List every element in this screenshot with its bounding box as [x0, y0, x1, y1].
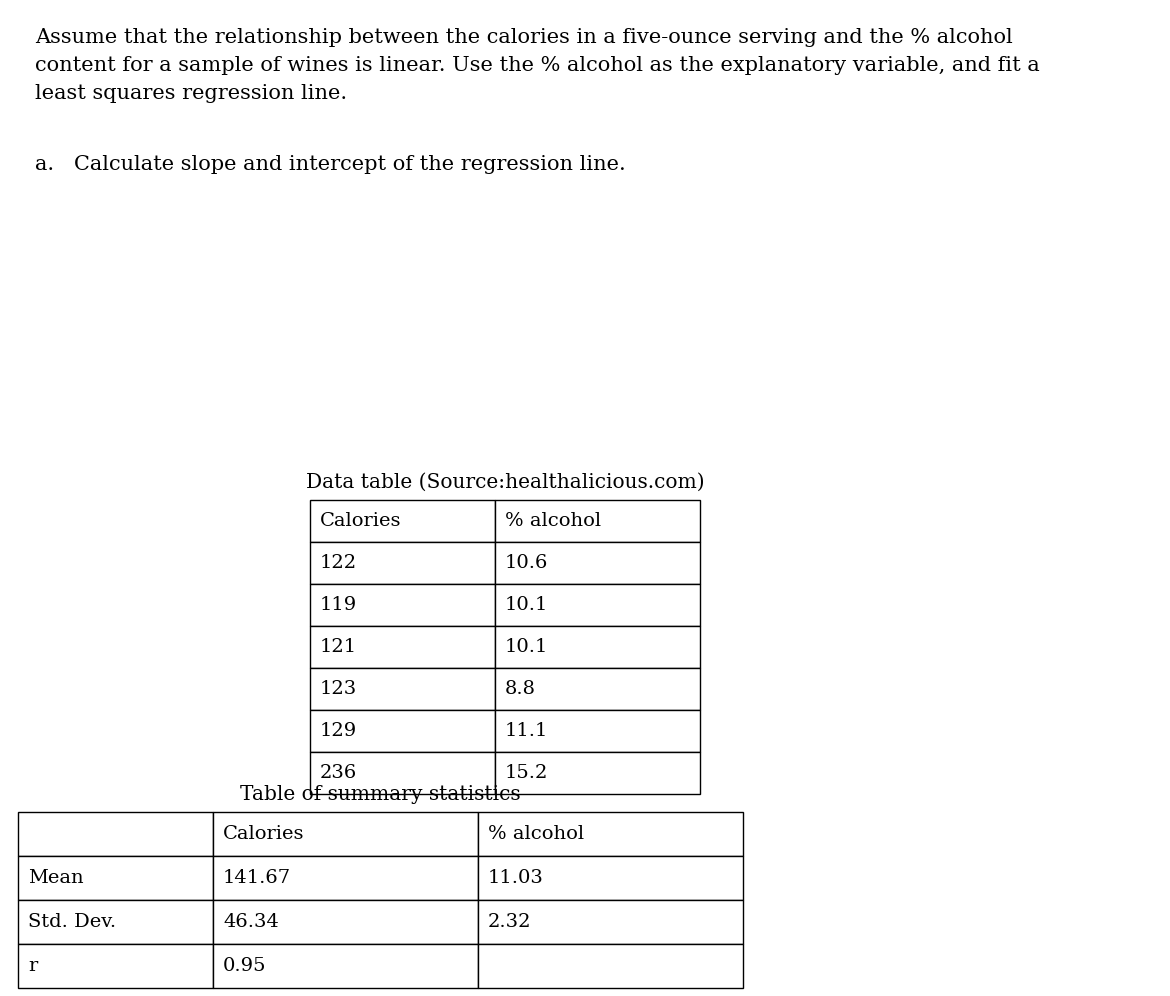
- Bar: [18, 856, 213, 900]
- Bar: [310, 626, 495, 668]
- Bar: [495, 710, 700, 752]
- Text: Mean: Mean: [28, 869, 83, 887]
- Text: Calories: Calories: [321, 512, 401, 530]
- Text: 123: 123: [321, 680, 357, 698]
- Text: 11.03: 11.03: [488, 869, 544, 887]
- Bar: [18, 900, 213, 944]
- Bar: [479, 812, 743, 856]
- Text: 8.8: 8.8: [505, 680, 536, 698]
- Bar: [18, 944, 213, 988]
- Bar: [310, 710, 495, 752]
- Bar: [479, 900, 743, 944]
- Bar: [310, 500, 495, 542]
- Text: 10.6: 10.6: [505, 554, 549, 572]
- Text: a.   Calculate slope and intercept of the regression line.: a. Calculate slope and intercept of the …: [35, 155, 626, 174]
- Bar: [310, 752, 495, 794]
- Text: 236: 236: [321, 764, 357, 782]
- Bar: [213, 944, 479, 988]
- Text: 121: 121: [321, 638, 357, 656]
- Bar: [495, 668, 700, 710]
- Text: 10.1: 10.1: [505, 638, 549, 656]
- Text: 15.2: 15.2: [505, 764, 549, 782]
- Text: 119: 119: [321, 596, 357, 614]
- Text: Data table (Source:healthalicious.com): Data table (Source:healthalicious.com): [305, 473, 704, 492]
- Text: Calories: Calories: [223, 825, 304, 843]
- Bar: [495, 542, 700, 584]
- Bar: [479, 944, 743, 988]
- Bar: [479, 856, 743, 900]
- Bar: [495, 500, 700, 542]
- Text: 2.32: 2.32: [488, 913, 531, 931]
- Text: 46.34: 46.34: [223, 913, 278, 931]
- Text: 10.1: 10.1: [505, 596, 549, 614]
- Text: r: r: [28, 957, 37, 975]
- Bar: [310, 542, 495, 584]
- Bar: [310, 584, 495, 626]
- Text: 141.67: 141.67: [223, 869, 291, 887]
- Bar: [310, 668, 495, 710]
- Text: 11.1: 11.1: [505, 722, 549, 740]
- Text: 0.95: 0.95: [223, 957, 267, 975]
- Text: Assume that the relationship between the calories in a five-ounce serving and th: Assume that the relationship between the…: [35, 28, 1040, 103]
- Bar: [495, 584, 700, 626]
- Text: Table of summary statistics: Table of summary statistics: [240, 785, 521, 804]
- Bar: [495, 626, 700, 668]
- Bar: [18, 812, 213, 856]
- Bar: [495, 752, 700, 794]
- Bar: [213, 812, 479, 856]
- Text: 129: 129: [321, 722, 357, 740]
- Bar: [213, 900, 479, 944]
- Text: 122: 122: [321, 554, 357, 572]
- Text: % alcohol: % alcohol: [505, 512, 601, 530]
- Text: % alcohol: % alcohol: [488, 825, 584, 843]
- Bar: [213, 856, 479, 900]
- Text: Std. Dev.: Std. Dev.: [28, 913, 116, 931]
